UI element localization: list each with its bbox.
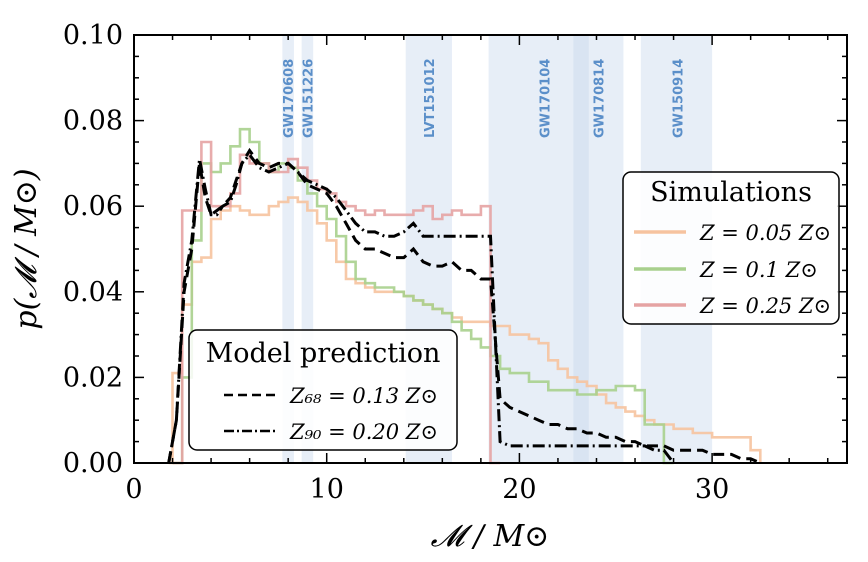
y-tick-label: 0.04 <box>63 277 123 308</box>
model-legend: Model prediction Z₆₈ = 0.13 Z⊙ Z₉₀ = 0.2… <box>188 329 458 451</box>
legend-entry-z68: Z₆₈ = 0.13 Z⊙ <box>289 384 438 408</box>
x-axis-label: 𝓜 / M⊙ <box>431 519 550 554</box>
event-label-gw170608: GW170608 <box>282 59 297 138</box>
legend-entry-z90: Z₉₀ = 0.20 Z⊙ <box>289 420 438 444</box>
x-tick-label: 30 <box>695 474 729 505</box>
legend-entry-z025: Z = 0.25 Z⊙ <box>699 294 831 318</box>
event-band-gw170104 <box>488 35 624 463</box>
tick-labels: 0 10 20 30 0.00 0.02 0.04 0.06 0.08 0.10 <box>63 20 729 505</box>
y-tick-label: 0.06 <box>63 191 123 222</box>
y-tick-label: 0.00 <box>63 448 123 479</box>
legend-entry-z01: Z = 0.1 Z⊙ <box>699 258 818 282</box>
simulations-legend: Simulations Z = 0.05 Z⊙ Z = 0.1 Z⊙ Z = 0… <box>622 171 840 325</box>
x-tick-label: 20 <box>502 474 536 505</box>
y-axis-label: p(𝓜 / M⊙) <box>9 168 44 329</box>
legend-entry-z005: Z = 0.05 Z⊙ <box>699 221 831 245</box>
axis-ticks <box>133 34 847 464</box>
x-tick-label: 0 <box>125 474 142 505</box>
series-layer <box>167 127 762 465</box>
event-label-gw170104: GW170104 <box>538 59 553 138</box>
y-tick-label: 0.02 <box>63 362 123 393</box>
event-label-lvt151012: LVT151012 <box>423 58 438 138</box>
event-band-gw151226 <box>301 35 314 463</box>
event-labels: GW170608 GW151226 LVT151012 GW170104 GW17081… <box>282 58 686 138</box>
model-legend-title: Model prediction <box>206 338 441 369</box>
x-tick-label: 10 <box>310 474 344 505</box>
y-tick-label: 0.10 <box>63 20 123 51</box>
event-label-gw170814: GW170814 <box>592 59 607 138</box>
model-legend-frame <box>188 329 458 451</box>
event-label-gw150914: GW150914 <box>671 59 686 138</box>
y-tick-label: 0.08 <box>63 106 123 137</box>
simulations-legend-title: Simulations <box>650 177 812 208</box>
series-line-z-0-20-z <box>167 152 675 464</box>
simulations-legend-frame <box>622 171 840 325</box>
event-band-gw170814 <box>573 35 589 463</box>
series-line-z-0-1-z <box>172 127 674 465</box>
event-label-gw151226: GW151226 <box>301 59 316 138</box>
event-band-gw170608 <box>282 35 294 463</box>
